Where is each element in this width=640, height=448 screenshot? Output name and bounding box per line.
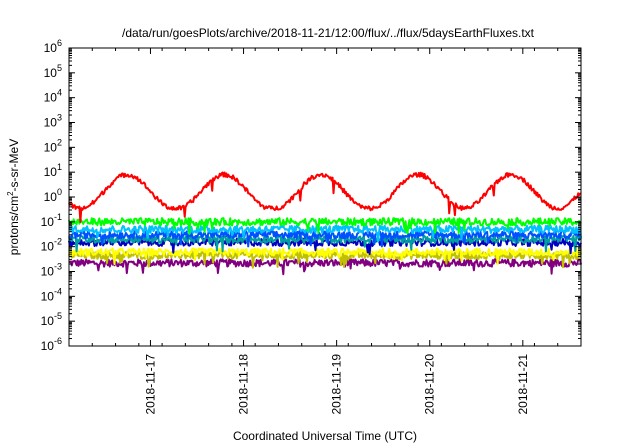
series-line <box>68 171 582 223</box>
plot-frame <box>68 47 582 347</box>
series-line <box>68 234 582 253</box>
y-tick-label: 10-6 <box>41 336 62 353</box>
y-tick-label-base: 10 <box>44 41 58 55</box>
y-tick-label-base: 10 <box>41 240 55 254</box>
y-tick-label-base: 10 <box>41 215 55 229</box>
y-tick-label-exp: 0 <box>57 187 62 197</box>
y-tick-label-exp: 5 <box>57 63 62 73</box>
y-tick-label-exp: -5 <box>54 311 62 321</box>
y-tick-label: 10-3 <box>41 262 62 279</box>
y-tick-label: 10-1 <box>41 212 62 229</box>
y-tick-label-base: 10 <box>44 91 58 105</box>
y-axis-label: protons/cm2-s-sr-MeV <box>6 139 21 255</box>
y-tick-label-base: 10 <box>41 314 55 328</box>
y-tick-label: 100 <box>44 187 62 204</box>
y-tick-label: 10-5 <box>41 311 62 328</box>
y-tick-label-exp: -4 <box>54 286 62 296</box>
y-tick-label: 10-4 <box>41 286 62 303</box>
x-tick-label: 2018-11-20 <box>423 354 437 415</box>
series-line <box>68 224 582 243</box>
y-tick-label-base: 10 <box>41 265 55 279</box>
chart-title: /data/run/goesPlots/archive/2018-11-21/1… <box>122 26 535 40</box>
y-axis: 10610510410310210110010-110-210-310-410-… <box>41 38 581 353</box>
series-line <box>68 217 582 235</box>
y-tick-label-exp: 6 <box>57 38 62 48</box>
y-tick-label-exp: -2 <box>54 237 62 247</box>
y-tick-label: 102 <box>44 137 62 154</box>
y-tick-label-exp: 2 <box>57 137 62 147</box>
x-tick-label: 2018-11-18 <box>237 354 251 415</box>
series-line <box>68 258 582 276</box>
x-axis-label: Coordinated Universal Time (UTC) <box>233 429 417 443</box>
y-tick-label: 101 <box>44 162 62 179</box>
x-tick-label: 2018-11-19 <box>330 354 344 415</box>
series-line <box>68 247 582 266</box>
y-tick-label-exp: -3 <box>54 262 62 272</box>
y-tick-label-exp: -1 <box>54 212 62 222</box>
y-axis-label-sup: 2 <box>6 191 15 196</box>
y-tick-label: 10-2 <box>41 237 62 254</box>
x-axis: 2018-11-17 2018-11-18 2018-11-19 2018-11-20… <box>91 48 559 415</box>
y-tick-label-base: 10 <box>44 140 58 154</box>
y-axis-label-rest: -s-sr-MeV <box>7 139 21 192</box>
y-tick-label-base: 10 <box>44 165 58 179</box>
y-tick-label-exp: 3 <box>57 113 62 123</box>
y-tick-label: 106 <box>44 38 62 55</box>
y-tick-label-base: 10 <box>41 289 55 303</box>
series-layer <box>68 171 582 276</box>
y-tick-label-base: 10 <box>44 116 58 130</box>
y-tick-label-exp: 1 <box>57 162 62 172</box>
x-tick-label: 2018-11-17 <box>143 354 157 415</box>
y-tick-label-exp: -6 <box>54 336 62 346</box>
y-tick-label-base: 10 <box>44 190 58 204</box>
y-tick-label: 105 <box>44 63 62 80</box>
series-line <box>68 230 582 248</box>
x-tick-label: 2018-11-21 <box>516 354 530 415</box>
y-tick-label: 103 <box>44 113 62 130</box>
y-tick-label-base: 10 <box>44 66 58 80</box>
y-tick-label: 104 <box>44 88 62 105</box>
y-tick-label-exp: 4 <box>57 88 62 98</box>
y-axis-label-base: protons/cm <box>7 196 21 255</box>
y-tick-label-base: 10 <box>41 339 55 353</box>
